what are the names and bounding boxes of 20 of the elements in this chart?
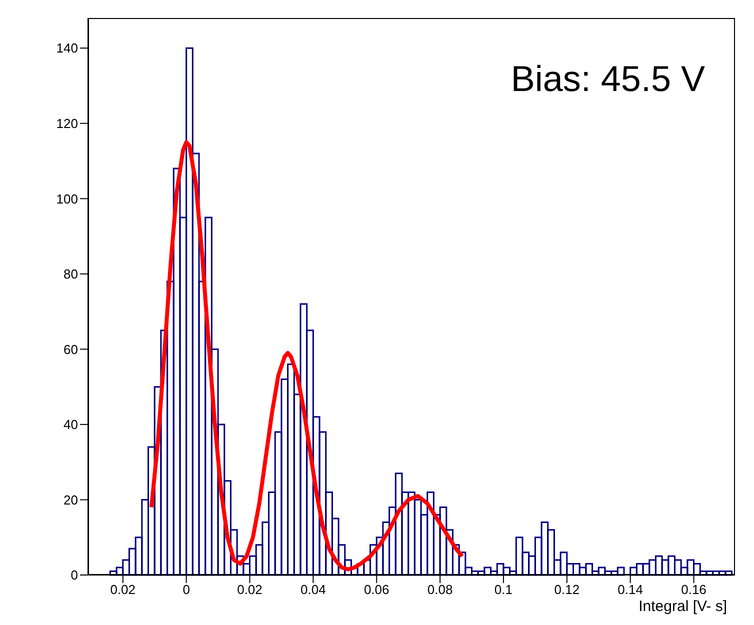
y-tick-label: 100 (56, 191, 78, 206)
y-tick-label: 0 (70, 568, 78, 583)
x-axis-title: Integral [V- s] (638, 598, 727, 615)
x-tick-label: 0.06 (364, 582, 390, 598)
x-tick-label: 0 (182, 582, 190, 598)
y-tick-label: 80 (64, 266, 78, 282)
x-tick-label: 0.1 (494, 582, 513, 598)
x-tick-label: 0.14 (618, 582, 643, 598)
y-tick-label: 120 (56, 116, 78, 131)
x-tick-label: 0.16 (681, 582, 706, 598)
y-tick-label: 20 (64, 492, 78, 508)
x-tick-label: 0.12 (554, 582, 580, 598)
x-tick-label: 0.08 (427, 582, 453, 598)
x-tick-label: 0.02 (110, 582, 136, 598)
x-tick-label: 0.04 (300, 582, 326, 598)
y-tick-label: 60 (64, 342, 78, 357)
y-tick-label: 40 (64, 417, 78, 432)
y-tick-label: 140 (56, 40, 78, 56)
annotation: Bias: 45.5 V (510, 58, 705, 100)
x-tick-label: 0.02 (237, 582, 262, 598)
